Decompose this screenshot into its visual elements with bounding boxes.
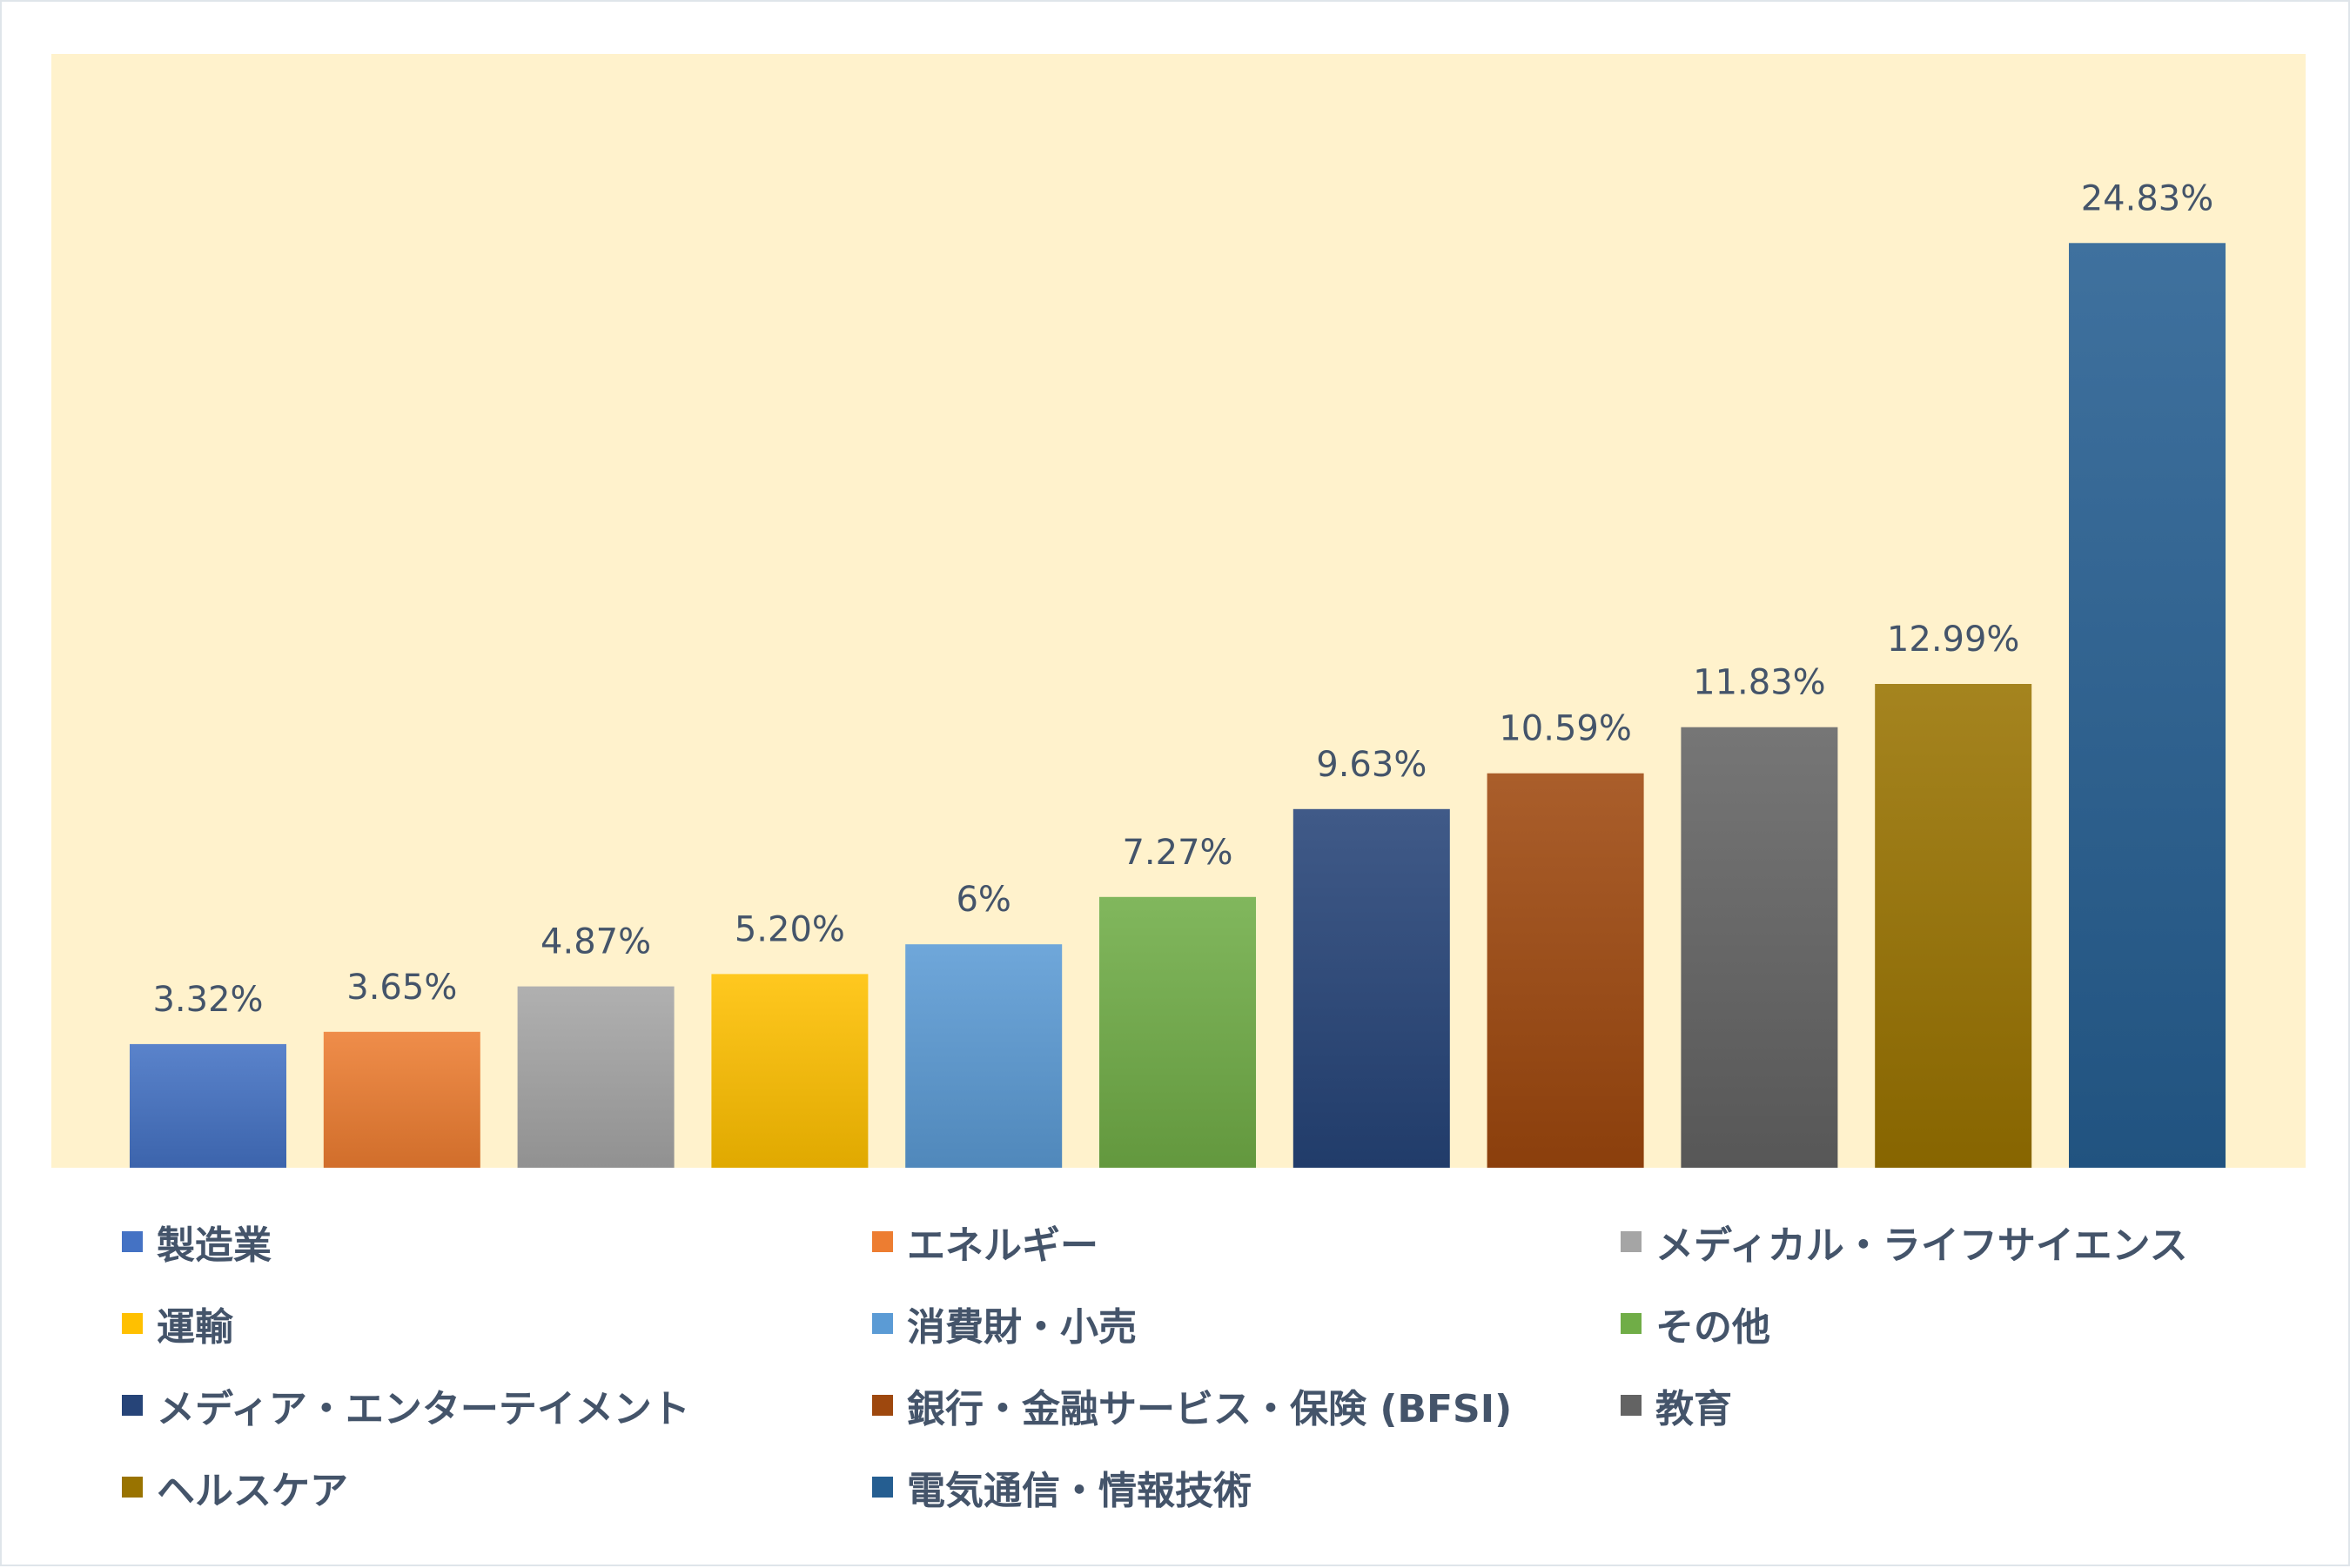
legend-label-9: ヘルスケア — [157, 1469, 348, 1513]
bar-1 — [323, 1031, 480, 1168]
legend-label-6: メディア・エンターテイメント — [157, 1387, 690, 1431]
bar-8 — [1681, 727, 1838, 1168]
legend-item-7: 銀行・金融サービス・保険 (BFSI) — [872, 1379, 1512, 1431]
data-label-6: 9.63% — [1316, 745, 1427, 785]
legend-swatch-5 — [1621, 1313, 1642, 1334]
bar-7 — [1487, 773, 1644, 1168]
data-label-8: 11.83% — [1693, 663, 1826, 703]
legend-swatch-1 — [872, 1231, 893, 1252]
legend-item-3: 運輸 — [122, 1297, 233, 1350]
legend-item-0: 製造業 — [122, 1216, 272, 1268]
bar-3 — [711, 974, 869, 1168]
legend: 製造業 エネルギー メディカル・ライフサイエンス運輸 消費財・小売 その他メディア・エン… — [122, 1216, 2280, 1529]
legend-item-10: 電気通信・情報技術 — [872, 1461, 1252, 1513]
data-label-4: 6% — [956, 880, 1010, 920]
legend-label-7: 銀行・金融サービス・保険 (BFSI) — [907, 1387, 1513, 1431]
legend-swatch-9 — [122, 1477, 143, 1498]
legend-item-5: その他 — [1621, 1297, 1770, 1350]
bar-6 — [1292, 808, 1450, 1168]
data-label-7: 10.59% — [1499, 709, 1632, 749]
legend-swatch-10 — [872, 1477, 893, 1498]
legend-label-4: 消費財・小売 — [907, 1305, 1137, 1350]
data-label-2: 4.87% — [540, 922, 651, 962]
legend-item-2: メディカル・ライフサイエンス — [1621, 1216, 2188, 1268]
legend-label-0: 製造業 — [157, 1223, 272, 1268]
bar-5 — [1099, 896, 1256, 1168]
legend-item-8: 教育 — [1621, 1379, 1732, 1431]
data-label-9: 12.99% — [1887, 620, 2020, 660]
bar-4 — [905, 944, 1063, 1168]
data-label-3: 5.20% — [735, 909, 845, 949]
legend-swatch-4 — [872, 1313, 893, 1334]
data-label-5: 7.27% — [1122, 833, 1232, 873]
legend-item-9: ヘルスケア — [122, 1461, 348, 1513]
legend-item-1: エネルギー — [872, 1216, 1098, 1268]
legend-label-2: メディカル・ライフサイエンス — [1655, 1223, 2188, 1268]
legend-label-3: 運輸 — [157, 1305, 233, 1350]
legend-swatch-6 — [122, 1395, 143, 1416]
legend-swatch-3 — [122, 1313, 143, 1334]
legend-swatch-7 — [872, 1395, 893, 1416]
legend-item-4: 消費財・小売 — [872, 1297, 1137, 1350]
data-label-0: 3.32% — [152, 980, 263, 1020]
bar-0 — [130, 1043, 286, 1168]
bar-9 — [1875, 684, 2032, 1168]
legend-label-5: その他 — [1655, 1305, 1770, 1350]
bar-10 — [2069, 243, 2226, 1168]
bar-2 — [517, 986, 675, 1168]
legend-label-8: 教育 — [1655, 1387, 1732, 1431]
legend-item-6: メディア・エンターテイメント — [122, 1379, 690, 1431]
legend-swatch-0 — [122, 1231, 143, 1252]
legend-label-1: エネルギー — [907, 1223, 1098, 1268]
data-label-10: 24.83% — [2081, 178, 2214, 218]
legend-label-10: 電気通信・情報技術 — [907, 1469, 1252, 1513]
data-label-1: 3.65% — [346, 968, 457, 1008]
legend-swatch-2 — [1621, 1231, 1642, 1252]
legend-swatch-8 — [1621, 1395, 1642, 1416]
